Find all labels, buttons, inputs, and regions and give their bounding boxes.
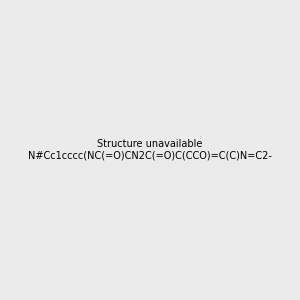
Text: Structure unavailable
N#Cc1cccc(NC(=O)CN2C(=O)C(CCO)=C(C)N=C2-: Structure unavailable N#Cc1cccc(NC(=O)CN… bbox=[28, 139, 272, 161]
